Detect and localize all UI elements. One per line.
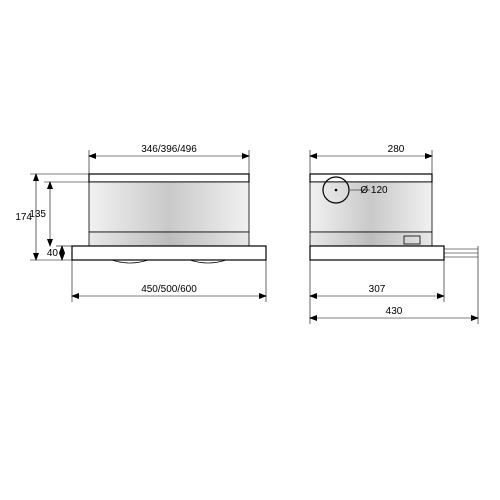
front-view: 346/396/496 450/500/600 174 135 40 bbox=[15, 144, 266, 302]
dim-height-upper: 135 bbox=[29, 209, 46, 220]
dim-circle-diameter: Ø 120 bbox=[360, 185, 388, 196]
dim-front-bottom-width: 450/500/600 bbox=[141, 284, 197, 295]
dim-height-lower: 40 bbox=[47, 248, 59, 259]
dim-front-top-width: 346/396/496 bbox=[141, 144, 197, 155]
dim-side-bottom-depth: 307 bbox=[369, 284, 386, 295]
dimension-drawing: 346/396/496 450/500/600 174 135 40 bbox=[0, 0, 500, 500]
side-view: Ø 120 280 307 430 bbox=[310, 144, 478, 324]
dim-side-top-depth: 280 bbox=[388, 144, 405, 155]
dim-side-overall-depth: 430 bbox=[386, 306, 403, 317]
